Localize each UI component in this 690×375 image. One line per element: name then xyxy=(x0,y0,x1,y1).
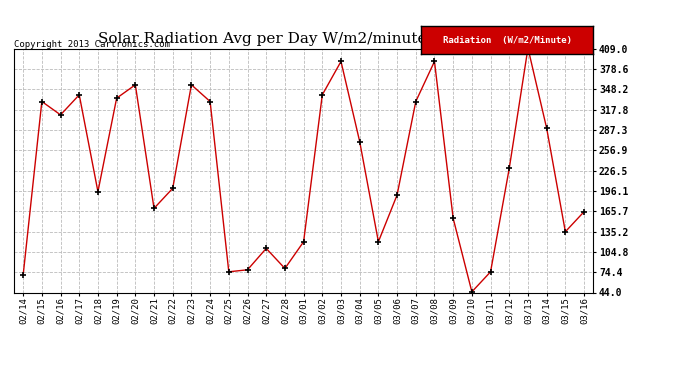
Title: Solar Radiation Avg per Day W/m2/minute 20130316: Solar Radiation Avg per Day W/m2/minute … xyxy=(98,32,509,46)
Text: Radiation  (W/m2/Minute): Radiation (W/m2/Minute) xyxy=(443,36,571,45)
Text: Copyright 2013 Cartronics.com: Copyright 2013 Cartronics.com xyxy=(14,40,170,49)
